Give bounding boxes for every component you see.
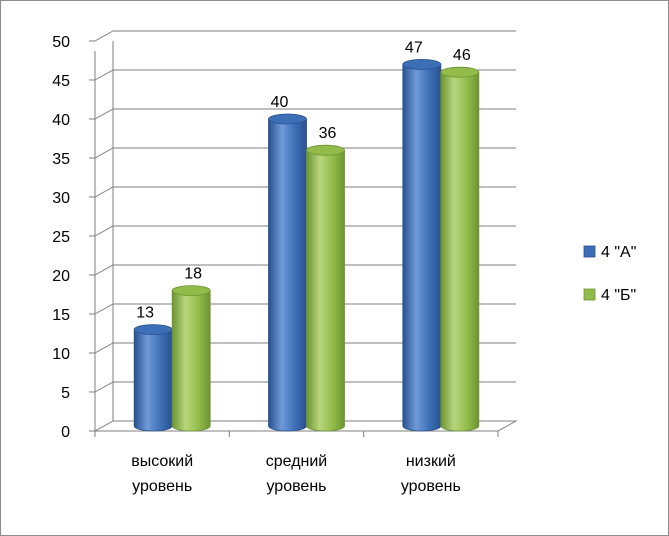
bar: [171, 285, 211, 432]
bar-cap: [402, 59, 442, 70]
category-label: средний уровень: [266, 453, 328, 495]
bar: [402, 59, 442, 432]
legend-swatch: [583, 288, 596, 301]
legend-item: 4 "А": [583, 244, 636, 261]
y-tick-label: 15: [52, 307, 70, 324]
y-tick-label: 0: [61, 424, 70, 441]
bar: [268, 113, 307, 432]
bar: [440, 66, 480, 432]
data-label: 40: [271, 94, 289, 111]
y-tick-label: 25: [52, 229, 70, 246]
legend-label: 4 "А": [601, 244, 636, 261]
category-label: низкий уровень: [401, 453, 461, 495]
gridline: [94, 30, 516, 42]
legend-swatch: [583, 245, 596, 258]
data-label: 36: [319, 125, 337, 142]
bar: [306, 144, 345, 432]
y-tick-label: 40: [52, 112, 70, 129]
data-label: 47: [405, 39, 423, 56]
y-tick-label: 20: [52, 268, 70, 285]
bar: [133, 324, 173, 432]
bar-cap: [440, 66, 480, 78]
y-tick-label: 35: [52, 151, 70, 168]
bar-cap: [171, 285, 211, 297]
legend: 4 "А" 4 "Б": [583, 244, 636, 304]
legend-label: 4 "Б": [601, 287, 636, 304]
legend-item: 4 "Б": [583, 287, 636, 304]
bars: [133, 59, 480, 432]
bar-cap: [133, 324, 173, 336]
data-label: 46: [453, 47, 471, 64]
labels: 0 5 10 15 20 25 30 35 40 45 50 13 18 высокий уровень 40…: [52, 34, 471, 495]
data-label: 18: [184, 266, 202, 283]
data-label: 13: [136, 305, 154, 322]
bar-cap: [268, 113, 307, 125]
y-tick-label: 45: [52, 73, 70, 90]
category-label: высокий уровень: [131, 453, 193, 495]
y-tick-label: 5: [61, 385, 70, 402]
y-tick-label: 10: [52, 346, 70, 363]
y-tick-label: 50: [52, 34, 70, 51]
y-tick-label: 30: [52, 190, 70, 207]
bar-cap: [306, 144, 345, 156]
